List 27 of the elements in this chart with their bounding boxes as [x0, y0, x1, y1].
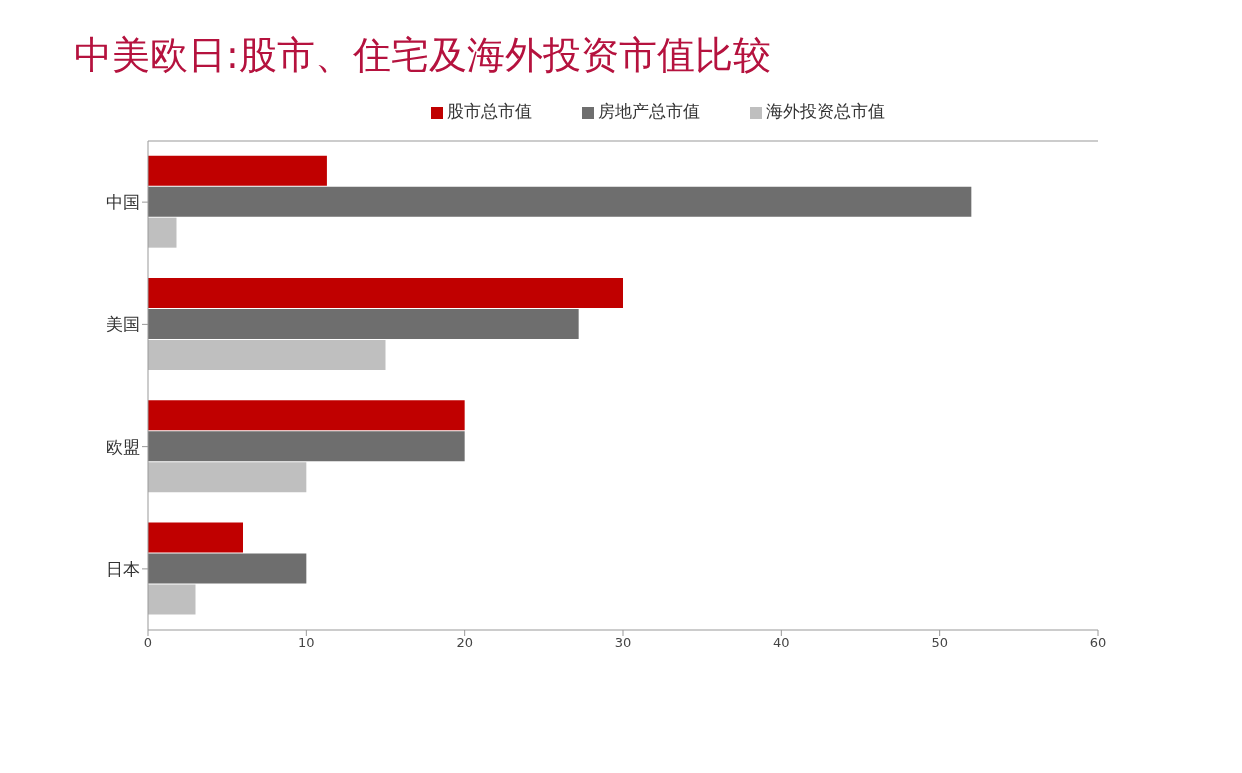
x-tick-label: 20 [456, 635, 473, 651]
y-tick-label: 欧盟 [106, 436, 140, 457]
bar [148, 400, 465, 431]
chart-title: 中美欧日:股市、住宅及海外投资市值比较 [73, 32, 772, 79]
bar [148, 462, 307, 493]
x-tick-label: 0 [143, 635, 153, 651]
bar [148, 277, 623, 308]
bar [148, 431, 465, 462]
y-tick-label: 美国 [106, 314, 140, 335]
bar [148, 155, 327, 186]
x-tick-label: 50 [931, 635, 948, 651]
x-tick-label: 10 [298, 635, 315, 651]
bar [148, 217, 177, 248]
legend-label: 股市总市值 [447, 101, 532, 121]
bar [148, 584, 196, 615]
bar [148, 308, 579, 339]
bar [148, 553, 307, 584]
legend-label: 海外投资总市值 [766, 101, 885, 121]
y-tick-label: 日本 [106, 558, 140, 579]
bar [148, 186, 972, 217]
bar [148, 522, 243, 553]
bar [148, 339, 386, 370]
legend-label: 房地产总市值 [598, 101, 700, 121]
y-tick-label: 中国 [106, 192, 140, 213]
x-tick-label: 30 [614, 635, 632, 651]
x-tick-label: 40 [773, 635, 790, 651]
x-tick-label: 60 [1089, 635, 1107, 651]
